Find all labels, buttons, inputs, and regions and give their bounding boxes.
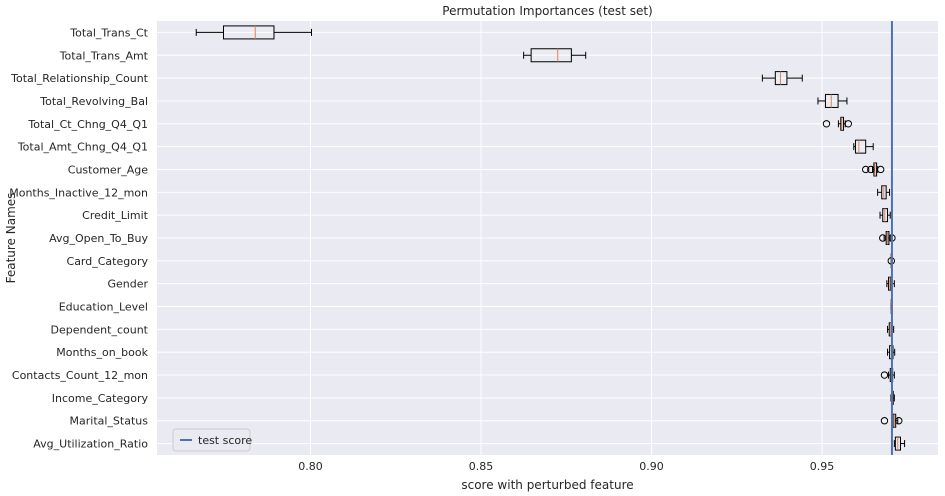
y-tick-label: Dependent_count (50, 323, 148, 336)
y-tick-label: Card_Category (67, 255, 149, 268)
boxplot-credit-limit (879, 208, 891, 223)
y-tick-label: Income_Category (52, 392, 149, 405)
legend-box (172, 428, 251, 452)
box (854, 139, 867, 154)
boxplot-total-ct-chng-q4-q1 (822, 116, 853, 131)
y-tick-label: Marital_Status (70, 415, 149, 428)
x-tick-label: 0.95 (810, 460, 835, 473)
y-tick-labels: Total_Trans_Ct Total_Trans_Amt Total_Relat… (9, 26, 148, 450)
y-tick-label: Total_Revolving_Bal (39, 95, 148, 108)
x-tick-labels: 0.80 0.85 0.90 0.95 (298, 460, 834, 473)
y-tick-label: Total_Ct_Chng_Q4_Q1 (27, 118, 148, 131)
outlier-point (895, 417, 903, 425)
y-tick-label: Education_Level (59, 301, 148, 314)
outlier-point (880, 417, 889, 425)
box (824, 93, 839, 108)
legend-label: test score (198, 434, 252, 447)
boxplot-avg-utilization-ratio (893, 436, 906, 451)
outlier-point (861, 165, 870, 174)
y-tick-label: Total_Trans_Amt (59, 49, 149, 62)
y-axis-label: Feature Names (4, 193, 18, 284)
outlier-point (867, 165, 875, 174)
y-tick-label: Customer_Age (68, 163, 148, 176)
y-tick-label: Avg_Open_To_Buy (49, 232, 148, 245)
grid (157, 21, 938, 455)
y-tick-label: Total_Trans_Ct (69, 26, 148, 39)
y-tick-label: Total_Relationship_Count (10, 72, 149, 85)
x-axis-label: score with perturbed feature (461, 478, 633, 492)
y-tick-label: Credit_Limit (82, 209, 149, 222)
y-tick-label: Months_Inactive_12_mon (9, 186, 148, 199)
y-tick-label: Contacts_Count_12_mon (12, 369, 148, 382)
x-tick-label: 0.80 (298, 460, 323, 473)
y-tick-label: Months_on_book (56, 346, 148, 359)
boxplot-total-trans-amt (523, 48, 587, 63)
outlier-point (822, 120, 831, 128)
boxplot-total-trans-ct (195, 25, 312, 40)
boxplot-gender (886, 276, 895, 291)
outlier-point (844, 120, 853, 128)
boxplot-total-revolving-bal (817, 93, 848, 108)
outlier-point (877, 165, 885, 174)
boxplot-total-amt-chng-q4-q1 (853, 139, 874, 154)
x-tick-label: 0.85 (469, 460, 494, 473)
x-tick-label: 0.90 (639, 460, 664, 473)
boxplot-customer-age (861, 162, 885, 177)
box (223, 25, 275, 40)
chart-title: Permutation Importances (test set) (442, 4, 652, 18)
y-tick-label: Total_Amt_Chng_Q4_Q1 (17, 141, 148, 154)
box (530, 48, 572, 63)
box (774, 71, 788, 86)
y-tick-label: Avg_Utilization_Ratio (33, 438, 148, 451)
boxplot-total-relationship-count (761, 71, 803, 86)
legend: test score (172, 428, 252, 452)
y-tick-label: Gender (107, 278, 148, 291)
boxplot-months-inactive-12-mon (877, 185, 891, 200)
outlier-point (879, 234, 887, 242)
outlier-point (880, 371, 889, 379)
